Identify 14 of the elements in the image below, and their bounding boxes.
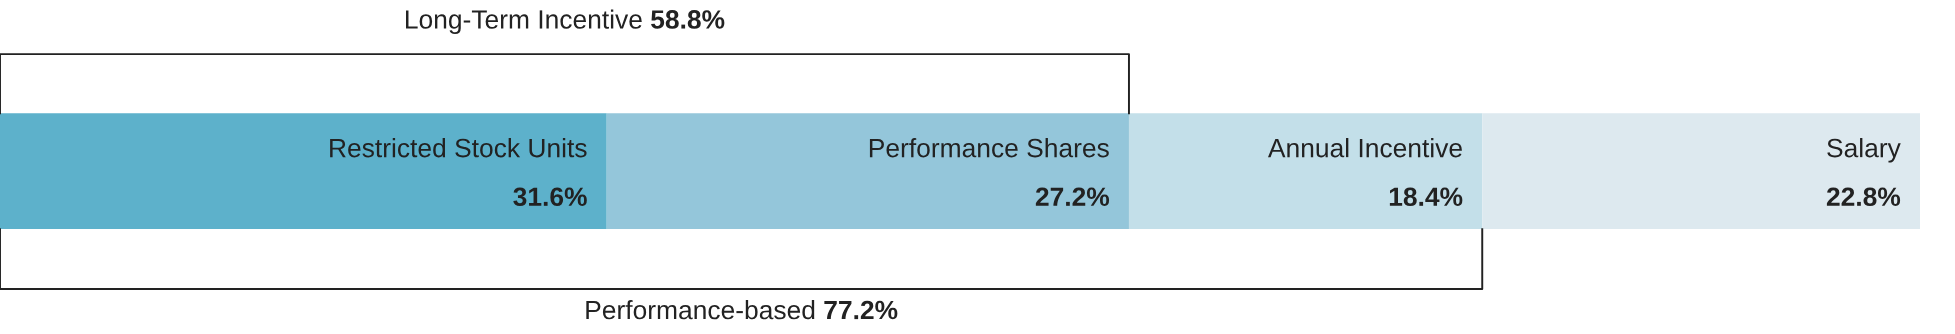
text: Performance-based 77.2% [586,299,898,320]
bar [1482,113,1920,230]
bar [606,113,1129,230]
series-label: Performance Shares [869,138,1109,158]
series-label: Restricted Stock Units [330,138,587,158]
data-label: 22.8% [1826,187,1901,207]
data-label: 27.2% [1035,187,1110,207]
bar [1128,113,1483,230]
series-label: Annual Incentive [1267,138,1462,158]
bar [0,113,607,230]
data-label: 18.4% [1389,187,1463,207]
series-label: Salary [1827,138,1901,163]
text: Long-Term Incentive 58.8% [406,9,725,35]
data-label: 31.6% [513,187,587,207]
